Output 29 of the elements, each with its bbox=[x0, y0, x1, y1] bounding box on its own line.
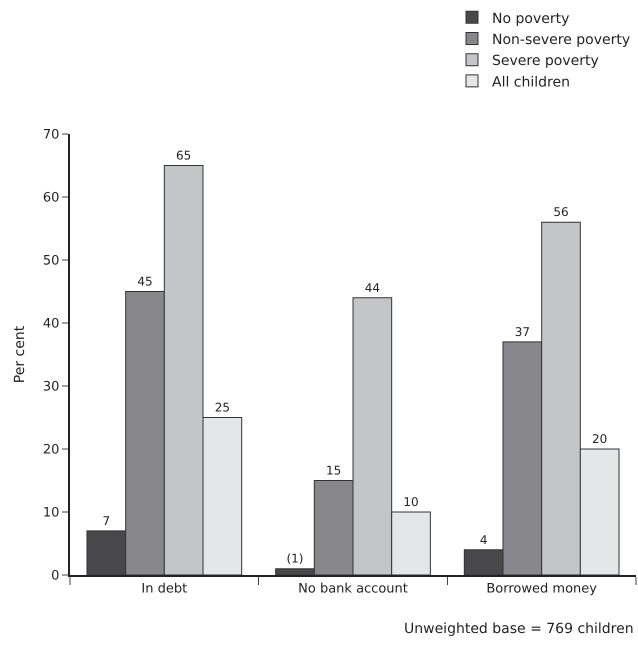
x-tick-label: Borrowed money bbox=[486, 582, 598, 597]
data-label: 4 bbox=[480, 532, 488, 547]
data-label: 44 bbox=[364, 280, 380, 295]
text: Unweighted base = 769 children bbox=[404, 621, 634, 637]
y-tick-label: 10 bbox=[42, 506, 60, 521]
y-axis-title: Per cent bbox=[12, 325, 28, 384]
data-label: 45 bbox=[137, 274, 153, 288]
y-tick-label: 20 bbox=[42, 442, 60, 458]
data-label: 65 bbox=[176, 148, 192, 162]
data-label: 37 bbox=[514, 324, 530, 339]
data-label: (1) bbox=[286, 552, 304, 566]
data-label: 25 bbox=[214, 400, 230, 414]
data-label: 10 bbox=[403, 495, 419, 509]
data-label: 56 bbox=[553, 205, 569, 220]
data-label: 7 bbox=[102, 514, 110, 528]
y-tick-label: 60 bbox=[42, 190, 60, 206]
x-tick-label: In debt bbox=[141, 582, 188, 597]
data-label: 20 bbox=[592, 432, 608, 446]
data-label: 15 bbox=[326, 464, 342, 478]
x-tick-label: No bank account bbox=[298, 582, 408, 597]
legend-label: Severe poverty bbox=[492, 53, 599, 70]
y-tick-label: 40 bbox=[42, 316, 60, 332]
legend-label: No poverty bbox=[492, 10, 570, 27]
y-tick-label: 30 bbox=[42, 380, 60, 395]
y-tick-label: 0 bbox=[51, 568, 60, 584]
legend-label: Non-severe poverty bbox=[492, 32, 630, 48]
y-tick-label: 70 bbox=[42, 128, 60, 143]
legend-label: All children bbox=[492, 74, 570, 90]
y-tick-label: 50 bbox=[42, 254, 60, 269]
